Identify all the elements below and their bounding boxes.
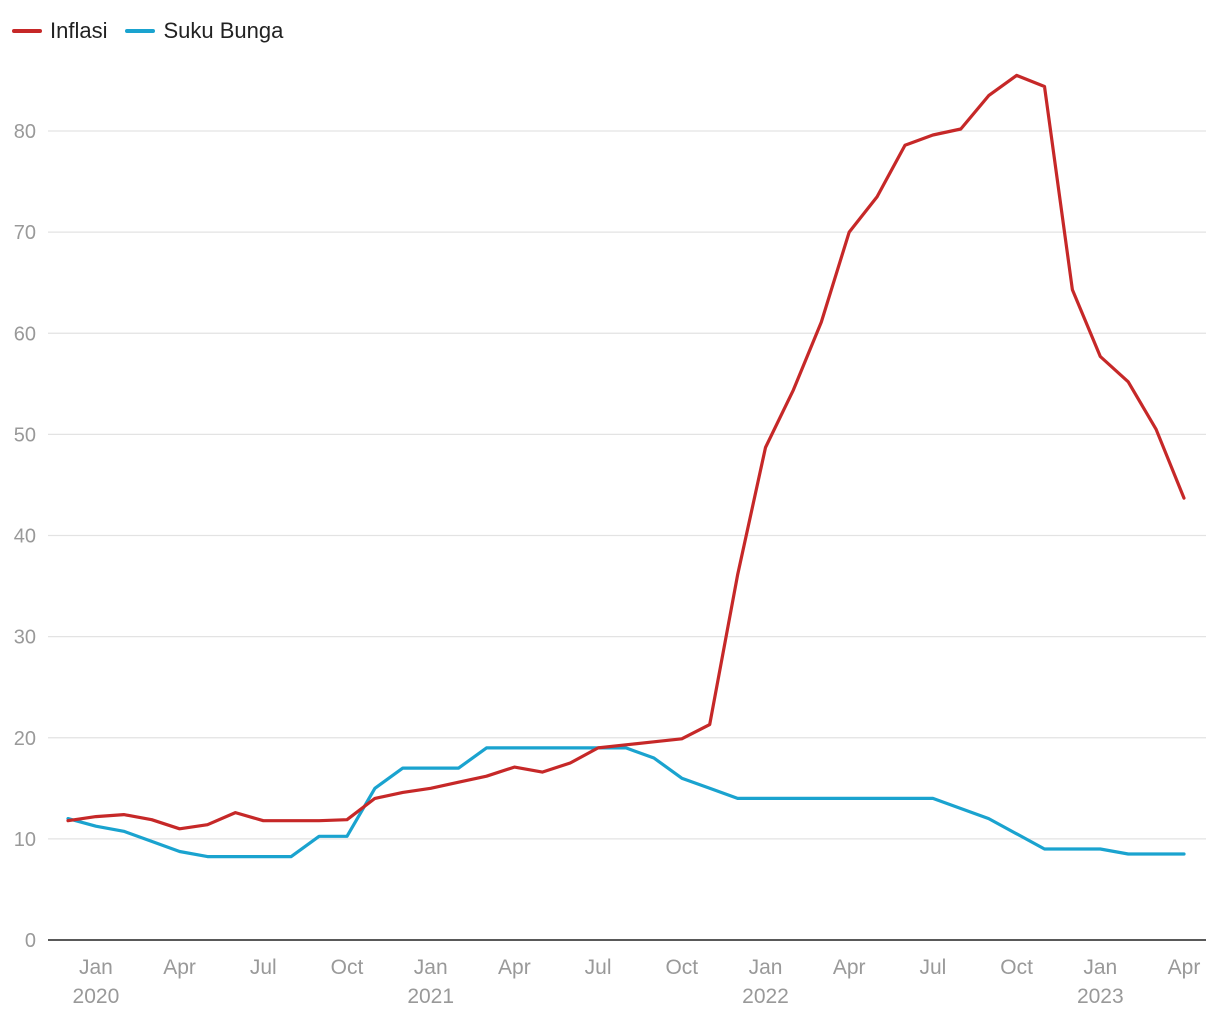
- x-tick-label: Jan: [749, 956, 783, 979]
- legend-item-suku-bunga[interactable]: Suku Bunga: [125, 18, 283, 44]
- y-tick-label: 70: [14, 222, 36, 244]
- series-line-suku-bunga: [66, 746, 1186, 859]
- x-tick-label: Jan: [79, 956, 113, 979]
- x-tick-label: Apr: [498, 956, 531, 979]
- x-tick-label: Oct: [331, 956, 364, 979]
- legend-label-suku-bunga: Suku Bunga: [163, 18, 284, 43]
- x-tick-year-label: 2021: [407, 985, 454, 1008]
- x-tick-label: Jan: [1083, 956, 1117, 979]
- x-tick-label: Jul: [919, 956, 946, 979]
- y-tick-label: 80: [14, 121, 36, 143]
- y-tick-label: 30: [14, 627, 36, 649]
- legend-item-inflasi[interactable]: Inflasi: [12, 18, 107, 44]
- legend: Inflasi Suku Bunga: [12, 18, 283, 44]
- legend-swatch-inflasi: [12, 29, 42, 33]
- y-tick-label: 0: [25, 930, 36, 952]
- x-tick-label: Apr: [1168, 956, 1201, 979]
- x-tick-label: Jan: [414, 956, 448, 979]
- y-tick-label: 50: [14, 424, 36, 446]
- x-tick-label: Oct: [1000, 956, 1033, 979]
- y-tick-label: 40: [14, 526, 36, 548]
- x-tick-year-label: 2023: [1077, 985, 1124, 1008]
- x-tick-label: Jul: [250, 956, 277, 979]
- legend-label-inflasi: Inflasi: [50, 18, 108, 43]
- series-line-inflasi: [66, 73, 1186, 831]
- x-tick-label: Jul: [585, 956, 612, 979]
- x-tick-year-label: 2020: [73, 985, 120, 1008]
- x-tick-year-label: 2022: [742, 985, 789, 1008]
- x-tick-label: Oct: [665, 956, 698, 979]
- legend-swatch-suku-bunga: [125, 29, 156, 33]
- y-tick-label: 20: [14, 728, 36, 750]
- y-tick-label: 60: [14, 323, 36, 345]
- y-tick-label: 10: [14, 829, 36, 851]
- x-tick-label: Apr: [163, 956, 196, 979]
- x-tick-label: Apr: [833, 956, 866, 979]
